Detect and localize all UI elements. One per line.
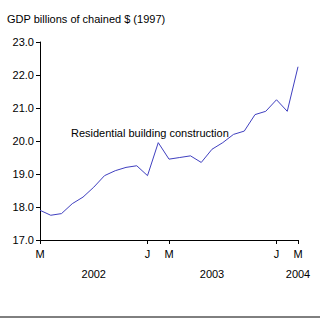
svg-text:18.0: 18.0 xyxy=(13,201,34,213)
svg-text:2004: 2004 xyxy=(286,268,310,280)
svg-text:17.0: 17.0 xyxy=(13,234,34,246)
svg-text:21.0: 21.0 xyxy=(13,102,34,114)
svg-text:2002: 2002 xyxy=(82,268,106,280)
svg-text:22.0: 22.0 xyxy=(13,69,34,81)
svg-text:23.0: 23.0 xyxy=(13,36,34,48)
svg-text:20.0: 20.0 xyxy=(13,135,34,147)
svg-text:19.0: 19.0 xyxy=(13,168,34,180)
svg-text:J: J xyxy=(274,248,280,260)
svg-text:2003: 2003 xyxy=(200,268,224,280)
svg-text:Residential building construct: Residential building construction xyxy=(71,127,229,139)
svg-text:M: M xyxy=(293,248,302,260)
svg-text:M: M xyxy=(35,248,44,260)
svg-text:M: M xyxy=(164,248,173,260)
svg-text:GDP billions of chained $ (199: GDP billions of chained $ (1997) xyxy=(7,13,165,25)
svg-text:J: J xyxy=(145,248,151,260)
